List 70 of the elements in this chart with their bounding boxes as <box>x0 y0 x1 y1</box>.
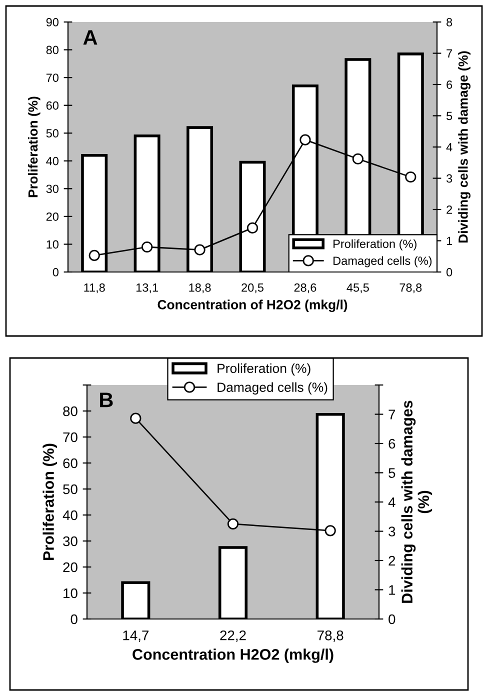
y2-tick-label: 6 <box>446 80 452 89</box>
y-tick-label: 80 <box>46 46 59 54</box>
y2-tick-label: 1 <box>389 585 396 595</box>
legend-label: Damaged cells (%) <box>218 382 328 395</box>
legend-label: Proliferation (%) <box>218 363 310 376</box>
annotation: A <box>83 30 98 45</box>
x-tick-label: 78,8 <box>318 630 344 642</box>
y-tick-label: 70 <box>63 432 78 442</box>
y-tick-label: 30 <box>63 536 78 546</box>
y-tick-label: 60 <box>63 458 78 468</box>
y-tick-label: 90 <box>46 18 59 26</box>
y-tick-label: 40 <box>62 510 78 520</box>
y2-tick-label: 3 <box>388 526 396 536</box>
x-axis-title: Concentration of H2O2 (mkg/l) <box>158 300 348 312</box>
x-tick-label: 78,8 <box>400 283 422 294</box>
y2-tick-label: 3 <box>446 174 452 183</box>
y2-tick-label: 0 <box>388 614 396 624</box>
bar <box>121 581 150 619</box>
y-tick-label: 50 <box>46 129 59 138</box>
y2-tick-label: 1 <box>446 236 452 246</box>
x-tick-label: 11,8 <box>84 283 105 294</box>
y2-tick-label: 0 <box>446 268 452 276</box>
y-tick-label: 60 <box>46 101 59 110</box>
y2-tick-label: 4 <box>446 143 452 152</box>
y-tick-label: 10 <box>64 588 78 598</box>
point <box>405 171 416 183</box>
point <box>227 518 239 530</box>
x-tick-label: 22,2 <box>220 630 246 642</box>
y2-axis-title: Dividing cells with damage (%) <box>458 51 471 243</box>
x-tick-label: 45,5 <box>346 284 369 294</box>
y-axis-title: Proliferation (%) <box>28 96 40 198</box>
bar <box>218 546 248 619</box>
y2-tick-label: 5 <box>388 468 396 478</box>
y2-tick-label: 5 <box>446 112 452 120</box>
y2-tick-label: 8 <box>446 18 452 26</box>
y-tick-label: 20 <box>46 212 59 221</box>
point <box>142 241 153 253</box>
y-tick-label: 20 <box>63 562 78 572</box>
y2-tick-label: 7 <box>388 410 396 420</box>
y-tick-label: 50 <box>63 484 78 494</box>
y-tick-label: 0 <box>52 268 59 276</box>
point <box>246 222 258 234</box>
point <box>300 134 311 146</box>
legend-label: Damaged cells (%) <box>334 256 432 268</box>
annotation: B <box>100 392 113 408</box>
x-tick-label: 18,8 <box>189 283 211 294</box>
x-axis-title: Concentration H2O2 (mkg/l) <box>132 648 334 663</box>
y2-tick-label: 7 <box>446 49 452 58</box>
y-tick-label: 40 <box>46 156 59 166</box>
x-tick-label: 13,1 <box>136 283 158 294</box>
x-tick-label: 20,5 <box>242 283 264 294</box>
x-tick-label: 28,6 <box>294 283 316 294</box>
y-tick-label: 80 <box>63 406 78 416</box>
y2-tick-label: 4 <box>388 497 396 508</box>
x-tick-label: 14,7 <box>123 630 148 642</box>
point <box>352 153 364 164</box>
y-tick-label: 70 <box>46 74 59 82</box>
y2-tick-label: 2 <box>388 556 396 566</box>
point <box>88 250 100 261</box>
legend-label: Proliferation (%) <box>334 239 416 250</box>
y-tick-label: 10 <box>46 240 59 249</box>
point <box>324 525 336 536</box>
y-tick-label: 0 <box>70 614 78 624</box>
y2-tick-label: 6 <box>388 438 396 449</box>
point <box>130 412 142 424</box>
y-axis-title: Proliferation (%) <box>42 444 57 560</box>
y-tick-label: 30 <box>46 184 59 194</box>
y2-axis-title: Dividing cells with damages (%) <box>401 400 432 603</box>
y2-tick-label: 2 <box>446 206 452 214</box>
point <box>194 244 206 256</box>
